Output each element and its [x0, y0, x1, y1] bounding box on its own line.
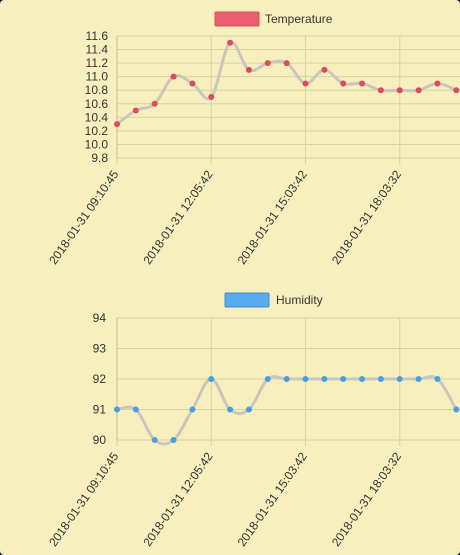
x-tick-labels: 2018-01-31 09:10:45 2018-01-31 12:05:42 20… [46, 449, 404, 549]
data-point[interactable] [359, 376, 366, 382]
data-point[interactable] [283, 60, 290, 67]
y-tick-label: 10.8 [85, 83, 109, 97]
y-tick-labels: 94 93 92 91 90 [93, 311, 107, 447]
x-tick-label: 2018-01-31 12:05:42 [140, 167, 216, 267]
series-line [116, 40, 457, 126]
y-tick-label: 11.4 [86, 43, 109, 57]
x-tick-label: 2018-01-31 18:03:32 [329, 167, 405, 267]
data-point[interactable] [132, 406, 139, 413]
data-point[interactable] [189, 406, 196, 413]
data-point[interactable] [302, 80, 309, 87]
legend-label: Temperature [265, 12, 333, 26]
data-point[interactable] [321, 376, 328, 382]
y-tick-label: 10.2 [85, 124, 109, 138]
legend[interactable]: Humidity [224, 292, 323, 308]
x-grid [116, 318, 401, 446]
y-tick-label: 11.6 [86, 29, 109, 43]
y-tick-label: 93 [93, 342, 107, 356]
legend[interactable]: Temperature [214, 11, 333, 27]
y-tick-label: 10.0 [85, 137, 109, 151]
data-point[interactable] [114, 406, 120, 413]
data-point[interactable] [189, 80, 196, 87]
y-grid [117, 35, 460, 159]
data-point[interactable] [227, 39, 234, 46]
y-tick-label: 91 [93, 403, 107, 417]
data-point[interactable] [396, 376, 403, 382]
data-point[interactable] [151, 437, 158, 443]
data-point[interactable] [434, 376, 441, 382]
x-tick-label: 2018-01-31 18:03:32 [329, 449, 405, 549]
data-point[interactable] [170, 73, 177, 80]
humidity-chart: Humidity 94 93 92 91 90 2018-01-31 09:10:45 2… [0, 280, 460, 555]
y-tick-label: 9.8 [91, 151, 108, 165]
data-point[interactable] [114, 121, 120, 128]
data-point[interactable] [208, 94, 215, 100]
y-tick-label: 10.6 [85, 97, 109, 111]
data-point[interactable] [340, 376, 347, 382]
y-tick-labels: 11.611.411.211.010.810.610.410.210.09.8 [85, 29, 109, 165]
data-point[interactable] [132, 107, 139, 114]
y-tick-label: 94 [93, 311, 107, 325]
legend-swatch [224, 292, 270, 308]
data-point[interactable] [302, 376, 309, 382]
data-point[interactable] [434, 80, 441, 87]
data-point[interactable] [227, 406, 234, 413]
data-points [114, 376, 460, 443]
x-tick-label: 2018-01-31 12:05:42 [140, 449, 216, 549]
data-point[interactable] [415, 87, 422, 94]
series-line [116, 375, 458, 446]
y-tick-label: 11.0 [86, 70, 109, 84]
x-tick-label: 2018-01-31 15:03:42 [235, 449, 311, 549]
data-point[interactable] [264, 376, 271, 382]
y-tick-label: 10.4 [85, 110, 109, 124]
data-point[interactable] [377, 376, 384, 382]
data-point[interactable] [377, 87, 384, 94]
x-grid [116, 36, 401, 164]
data-point[interactable] [245, 406, 252, 413]
data-point[interactable] [151, 100, 158, 107]
data-point[interactable] [453, 87, 460, 94]
data-point[interactable] [453, 406, 460, 413]
data-point[interactable] [415, 376, 422, 382]
data-point[interactable] [170, 437, 177, 443]
y-tick-label: 90 [93, 433, 107, 447]
data-point[interactable] [264, 60, 271, 67]
y-tick-label: 92 [93, 372, 107, 386]
data-point[interactable] [359, 80, 366, 87]
data-point[interactable] [208, 376, 215, 382]
temperature-chart-svg: Temperature 11.611.411.211.010.810.610.4… [46, 11, 460, 267]
y-tick-label: 11.2 [86, 56, 109, 70]
x-tick-label: 2018-01-31 09:10:45 [46, 167, 122, 267]
data-point[interactable] [283, 376, 290, 382]
data-points [114, 39, 460, 128]
temperature-chart: Temperature 11.6 11.4 11.2 11.0 10.8 10.6 10.4… [0, 0, 460, 275]
x-tick-label: 2018-01-31 15:03:42 [235, 167, 311, 267]
legend-label: Humidity [276, 293, 323, 307]
x-tick-label: 2018-01-31 09:10:45 [46, 449, 122, 549]
data-point[interactable] [245, 66, 252, 73]
data-point[interactable] [321, 66, 328, 73]
data-point[interactable] [340, 80, 347, 87]
legend-swatch [214, 11, 260, 27]
x-tick-labels: 2018-01-31 09:10:45 2018-01-31 12:05:42 20… [46, 167, 404, 267]
data-point[interactable] [396, 87, 403, 94]
